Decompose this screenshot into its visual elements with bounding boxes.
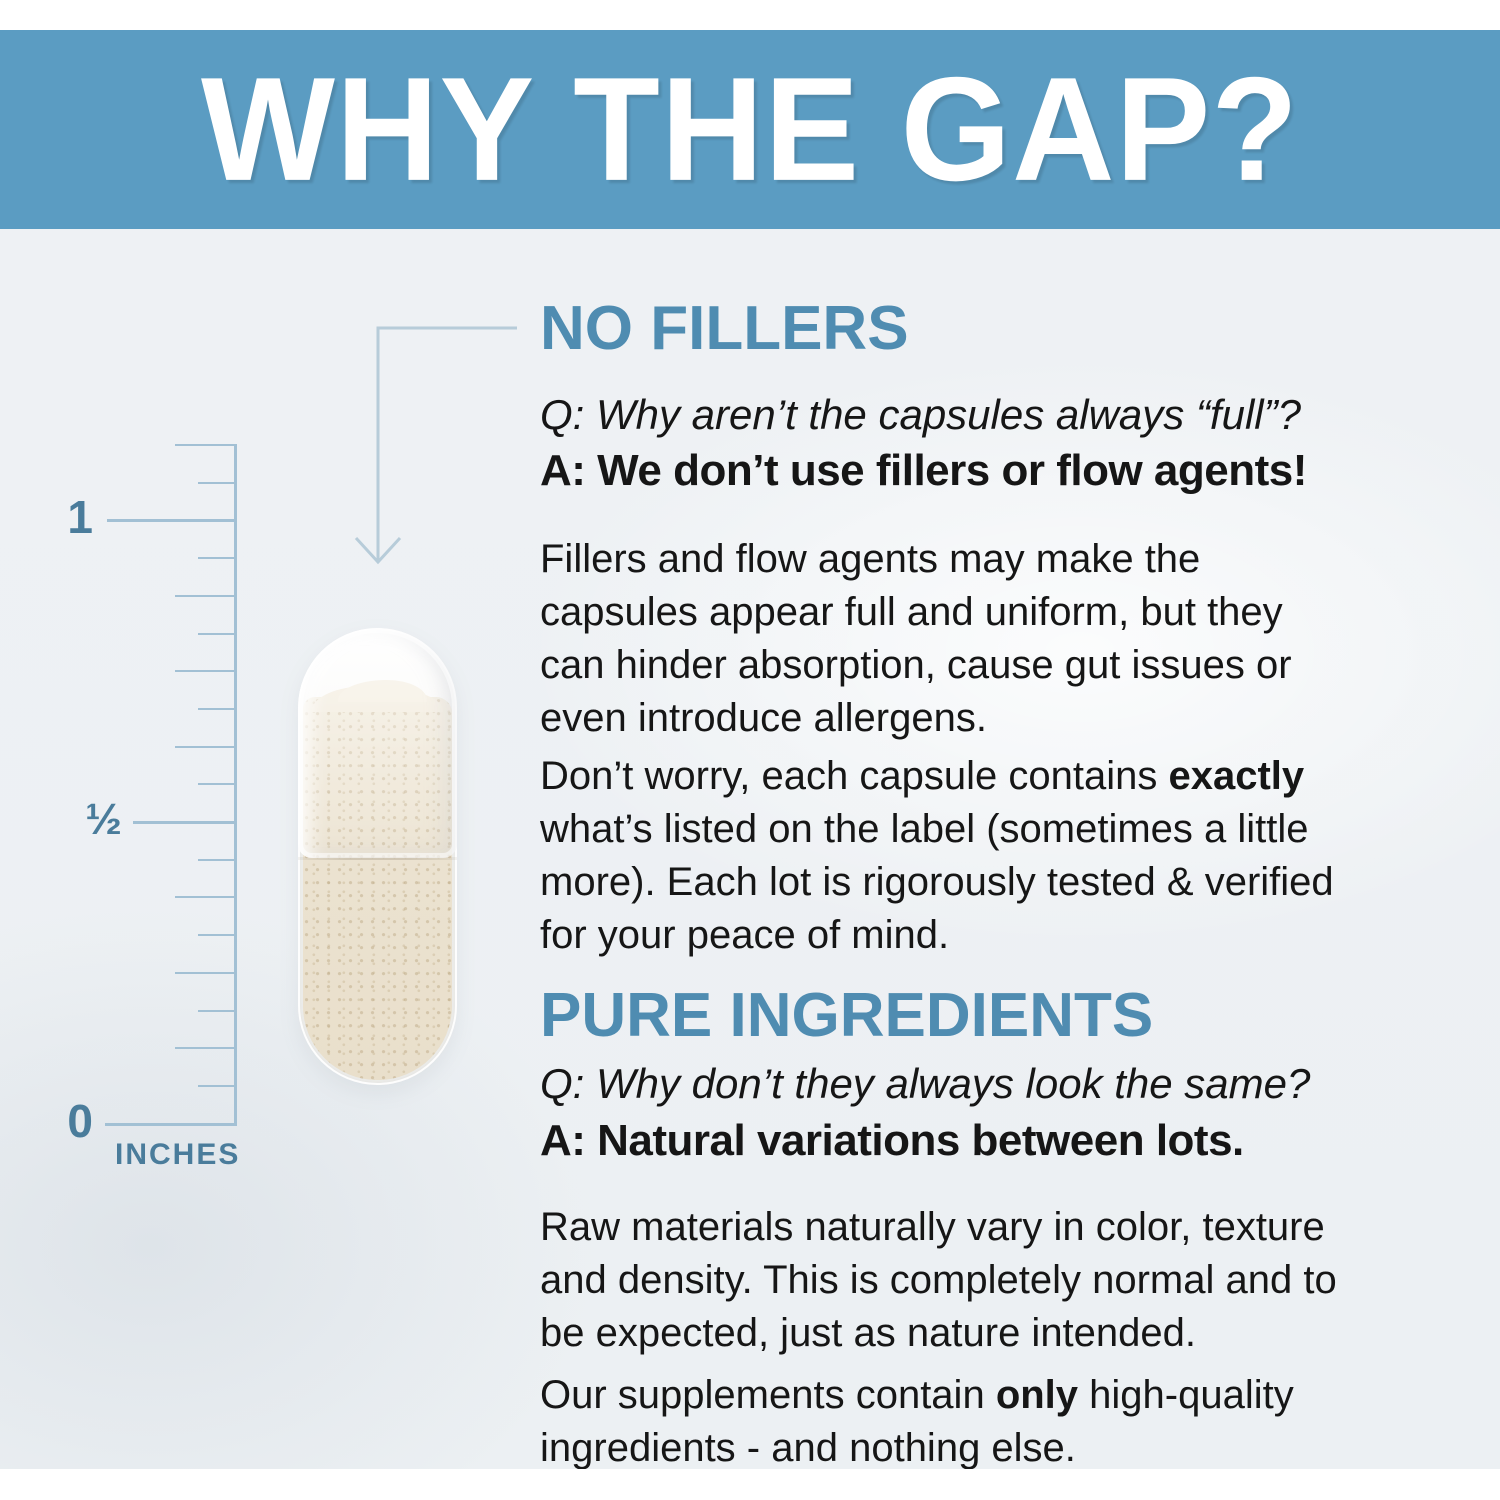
ruler-label-half: ½ [85,795,122,844]
ruler-tick [198,482,237,484]
ruler-tick [198,934,237,936]
section-heading-no-fillers: NO FILLERS [540,294,909,363]
paragraph: Raw materials naturally vary in color, t… [540,1205,1337,1355]
ruler-unit-label: INCHES [115,1138,241,1171]
capsule-seam [298,857,457,860]
ruler-tick [175,595,237,597]
ruler-tick [175,1047,237,1049]
answer-pure-ingredients: A: Natural variations between lots. [540,1116,1244,1165]
ruler-tick [198,1010,237,1012]
page-title: WHY THE GAP? [200,46,1300,212]
ruler-tick [175,746,237,748]
ruler-tick [198,859,237,861]
content-area [0,229,1500,1469]
section-heading-pure-ingredients: PURE INGREDIENTS [540,981,1154,1050]
ruler-tick [133,821,237,824]
question-pure-ingredients: Q: Why don’t they always look the same? [540,1060,1311,1107]
ruler-tick [198,708,237,710]
top-margin-strip [0,0,1500,30]
paragraph: Don’t worry, each capsule contains exact… [540,754,1334,957]
ruler-tick [175,972,237,974]
capsule-cap [298,628,457,858]
ruler-tick [198,557,237,559]
paragraph: Our supplements contain only high-qualit… [540,1373,1294,1470]
ruler-tick [105,1123,237,1126]
ruler-tick [107,519,237,522]
ruler-tick [175,670,237,672]
ruler-label-1: 1 [67,491,93,543]
ruler-label-0: 0 [67,1095,93,1147]
ruler-tick [198,1085,237,1087]
bottom-margin-strip [0,1469,1500,1500]
capsule-image [298,628,457,1085]
header-banner: WHY THE GAP? [0,30,1500,232]
ruler-tick [198,633,237,635]
paragraph: Fillers and flow agents may make the cap… [540,537,1292,740]
ruler-tick [198,783,237,785]
answer-no-fillers: A: We don’t use fillers or flow agents! [540,446,1307,495]
question-no-fillers: Q: Why aren’t the capsules always “full”… [540,391,1301,438]
ruler-tick [175,896,237,898]
ruler-tick [175,444,237,446]
down-arrow-icon [354,326,517,565]
